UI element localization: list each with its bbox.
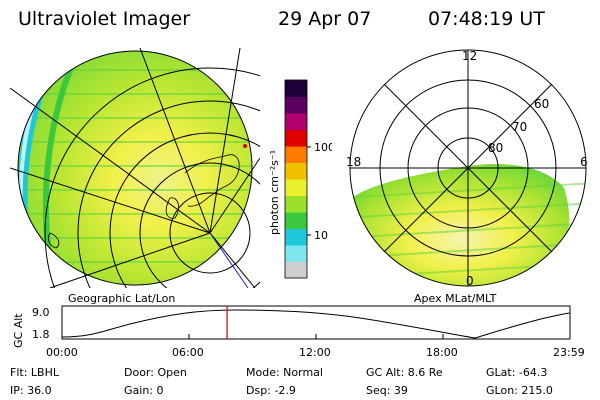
status-glat: GLat: -64.3 [486, 366, 548, 379]
colorbar-cells [285, 80, 307, 279]
status-door: Door: Open [124, 366, 187, 379]
colorbar-cell [285, 146, 307, 163]
colorbar: 100 10 photon cm⁻²s⁻¹ [270, 79, 332, 279]
colorbar-cell [285, 228, 307, 246]
timeline-xtick-1800: 18:00 [426, 346, 458, 359]
status-seq: Seq: 39 [366, 384, 408, 397]
colorbar-unit-label: photon cm⁻²s⁻¹ [270, 150, 281, 235]
status-gain: Gain: 0 [124, 384, 164, 397]
colorbar-cell [285, 80, 307, 97]
mlat-label-60: 60 [534, 97, 549, 111]
colorbar-cell [285, 113, 307, 130]
mlt-label-0: 0 [466, 274, 474, 288]
date-label: 29 Apr 07 [278, 8, 372, 30]
mlt-label-12: 12 [462, 49, 477, 63]
colorbar-cell [285, 96, 307, 114]
colorbar-cell [285, 129, 307, 147]
altitude-timeline: GC Alt 9.0 1.8 00:00 06:00 12:00 18:00 2… [12, 305, 585, 359]
timeline-xtick-2359: 23:59 [553, 346, 585, 359]
mlat-label-80: 80 [488, 141, 503, 155]
colorbar-cell [285, 212, 307, 229]
colorbar-cell [285, 162, 307, 180]
colorbar-cell [285, 179, 307, 196]
timeline-ylabel: GC Alt [12, 313, 25, 348]
colorbar-cell [285, 195, 307, 213]
geographic-image-panel [10, 48, 260, 288]
mlat-label-70: 70 [512, 120, 527, 134]
status-gc-alt: GC Alt: 8.6 Re [366, 366, 443, 379]
status-filter: Flt: LBHL [10, 366, 59, 379]
timeline-xtick-0600: 06:00 [172, 346, 204, 359]
geographic-caption: Geographic Lat/Lon [68, 292, 176, 305]
colorbar-tick-100: 100 [314, 141, 332, 154]
polar-image-panel: 12 18 6 0 60 70 80 [346, 49, 588, 288]
colorbar-tick-10: 10 [314, 229, 328, 242]
status-dsp: Dsp: -2.9 [246, 384, 296, 397]
timeline-ytick-high: 9.0 [32, 306, 50, 319]
status-glon: GLon: 215.0 [486, 384, 553, 397]
timeline-xtick-0000: 00:00 [46, 346, 78, 359]
colorbar-cell [285, 261, 307, 279]
timeline-ytick-low: 1.8 [32, 328, 50, 341]
timeline-xtick-1200: 12:00 [299, 346, 331, 359]
instrument-title: Ultraviolet Imager [18, 8, 191, 30]
status-mode: Mode: Normal [246, 366, 323, 379]
mlt-label-18: 18 [346, 155, 361, 169]
colorbar-cell [285, 245, 307, 262]
status-ip: IP: 36.0 [10, 384, 52, 397]
mlt-label-6: 6 [580, 155, 588, 169]
time-label: 07:48:19 UT [428, 8, 545, 30]
apex-caption: Apex MLat/MLT [414, 292, 497, 305]
